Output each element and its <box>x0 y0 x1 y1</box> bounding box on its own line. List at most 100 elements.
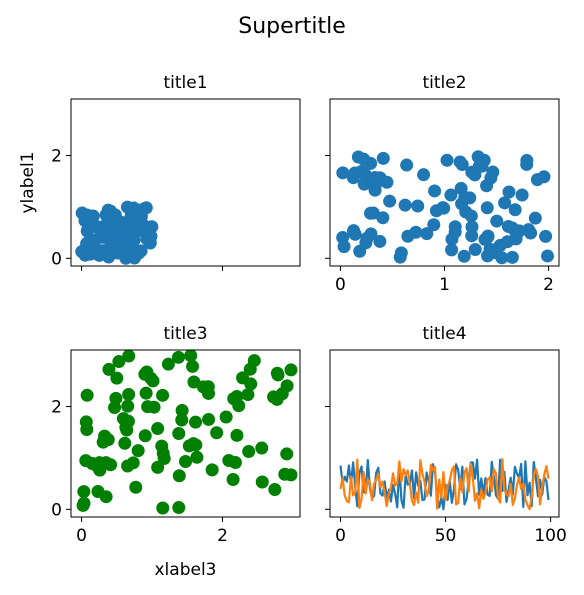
subplot-2: 0 1 2 title2 <box>325 73 560 295</box>
x-tick-label: 50 <box>435 526 457 546</box>
scatter-point <box>508 203 522 217</box>
scatter-point <box>255 475 269 489</box>
scatter-point <box>255 441 269 455</box>
scatter-point <box>242 444 256 458</box>
scatter-point <box>156 501 170 515</box>
x-axis-label: xlabel3 <box>155 560 217 580</box>
scatter-point <box>161 357 175 371</box>
scatter-point <box>186 359 200 373</box>
scatter-point <box>477 153 491 167</box>
scatter-point <box>455 158 469 172</box>
scatter-point <box>505 250 519 264</box>
scatter-point <box>490 214 504 228</box>
scatter-point <box>495 251 509 265</box>
scatter-point <box>445 232 459 246</box>
scatter-point <box>120 423 134 437</box>
scatter-point <box>91 485 105 499</box>
y-tick-label: 2 <box>51 147 62 167</box>
x-tick-label: 0 <box>335 526 346 546</box>
scatter-point <box>483 242 497 256</box>
data-layer-4 <box>339 458 550 511</box>
scatter-point <box>398 198 412 212</box>
scatter-point <box>348 227 362 241</box>
scatter-point <box>428 184 442 198</box>
scatter-point <box>80 388 94 402</box>
scatter-point <box>528 211 542 225</box>
scatter-point <box>104 458 118 472</box>
x-tick-label: 100 <box>534 526 566 546</box>
scatter-point <box>280 447 294 461</box>
suptitle: Supertitle <box>238 14 345 39</box>
scatter-point <box>131 444 145 458</box>
scatter-point <box>247 354 261 368</box>
scatter-point <box>81 213 95 227</box>
subplot-4: 0 50 100 title4 <box>325 324 567 546</box>
scatter-point <box>132 246 146 260</box>
scatter-point <box>99 246 113 260</box>
axes-frame <box>329 349 560 518</box>
scatter-point <box>465 229 479 243</box>
scatter-point <box>114 218 128 232</box>
data-layer-3 <box>76 350 298 515</box>
scatter-point <box>409 225 423 239</box>
scatter-point <box>147 400 161 414</box>
scatter-point <box>76 498 90 512</box>
scatter-point <box>537 170 551 184</box>
scatter-point <box>464 209 478 223</box>
scatter-point <box>175 413 189 427</box>
scatter-point <box>360 231 374 245</box>
scatter-point <box>112 355 126 369</box>
data-layer-2 <box>336 150 555 265</box>
scatter-point <box>336 166 350 180</box>
scatter-point <box>373 234 387 248</box>
scatter-point <box>104 224 118 238</box>
scatter-point <box>219 410 233 424</box>
scatter-point <box>411 199 425 213</box>
subplot-title: title3 <box>163 324 207 344</box>
scatter-point <box>230 428 244 442</box>
scatter-point <box>189 415 203 429</box>
scatter-point <box>109 391 123 405</box>
scatter-point <box>102 362 116 376</box>
scatter-point <box>383 194 397 208</box>
y-axis-label: ylabel1 <box>18 152 38 214</box>
scatter-point <box>417 168 431 182</box>
scatter-point <box>80 422 94 436</box>
scatter-point <box>156 388 170 402</box>
scatter-point <box>478 232 492 246</box>
scatter-point <box>364 156 378 170</box>
scatter-point <box>357 177 371 191</box>
scatter-point <box>155 439 169 453</box>
scatter-point <box>171 350 185 364</box>
scatter-point <box>275 387 289 401</box>
scatter-point <box>480 201 494 215</box>
scatter-point <box>210 426 224 440</box>
scatter-point <box>268 483 282 497</box>
line-series-2 <box>339 458 550 511</box>
subplot-title: title2 <box>422 73 466 93</box>
scatter-point <box>457 249 471 263</box>
scatter-point <box>380 175 394 189</box>
scatter-point <box>179 455 193 469</box>
scatter-point <box>139 386 153 400</box>
x-tick-label: 2 <box>217 526 228 546</box>
scatter-point <box>172 427 186 441</box>
scatter-point <box>368 171 382 185</box>
x-tick-label: 2 <box>543 275 554 295</box>
x-tick-label: 0 <box>335 275 346 295</box>
scatter-point <box>244 377 258 391</box>
subplot-title: title4 <box>422 324 466 344</box>
scatter-point <box>364 206 378 220</box>
scatter-point <box>184 350 198 363</box>
scatter-point <box>190 450 204 464</box>
scatter-point <box>445 243 459 257</box>
scatter-point <box>175 404 189 418</box>
scatter-point <box>458 190 472 204</box>
scatter-point <box>77 485 91 499</box>
scatter-point <box>129 480 143 494</box>
scatter-point <box>444 188 458 202</box>
scatter-point <box>138 429 152 443</box>
scatter-point <box>121 459 135 473</box>
scatter-point <box>284 468 298 482</box>
